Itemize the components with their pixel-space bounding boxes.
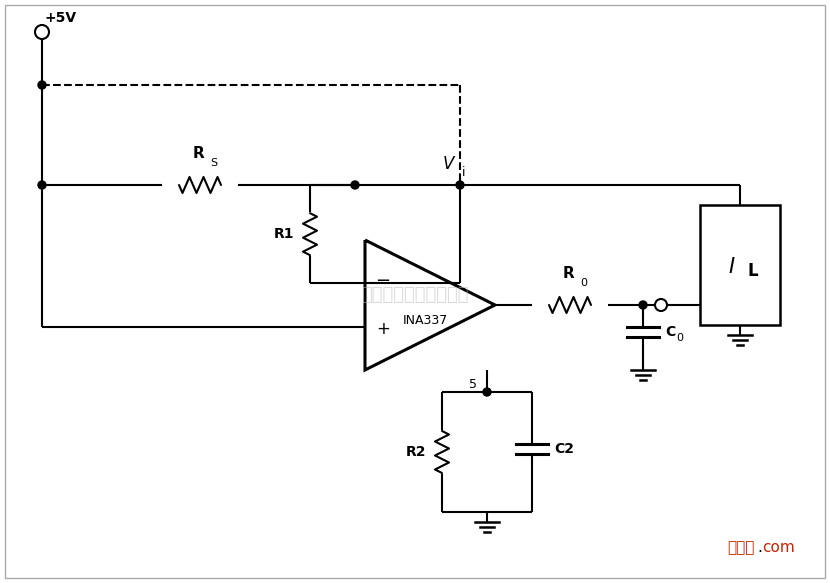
- Text: R: R: [192, 146, 204, 161]
- Text: i: i: [462, 166, 466, 179]
- Text: $V$: $V$: [442, 155, 456, 173]
- Text: −: −: [375, 272, 391, 290]
- Text: .: .: [757, 540, 762, 555]
- Circle shape: [35, 25, 49, 39]
- Circle shape: [655, 299, 667, 311]
- Text: 0: 0: [676, 333, 683, 343]
- Text: 接线图: 接线图: [728, 540, 755, 555]
- Text: R: R: [562, 266, 574, 281]
- Circle shape: [38, 81, 46, 89]
- Circle shape: [639, 301, 647, 309]
- Text: com: com: [762, 540, 795, 555]
- Text: L: L: [747, 262, 758, 280]
- Text: C: C: [665, 325, 676, 339]
- Bar: [700, 205, 780, 325]
- Text: +5V: +5V: [44, 11, 76, 25]
- Circle shape: [456, 181, 464, 189]
- Text: $I$: $I$: [729, 257, 736, 277]
- Text: S: S: [210, 158, 217, 168]
- Text: R1: R1: [274, 227, 295, 241]
- Text: +: +: [376, 319, 390, 338]
- Text: 5: 5: [469, 378, 477, 391]
- Circle shape: [483, 388, 491, 396]
- Text: 0: 0: [580, 278, 587, 288]
- Circle shape: [351, 181, 359, 189]
- Circle shape: [38, 181, 46, 189]
- Text: 杭州路睿科技有限公司: 杭州路睿科技有限公司: [361, 286, 469, 304]
- Text: INA337: INA337: [403, 314, 447, 326]
- Text: C2: C2: [554, 442, 574, 456]
- Text: R2: R2: [406, 445, 427, 459]
